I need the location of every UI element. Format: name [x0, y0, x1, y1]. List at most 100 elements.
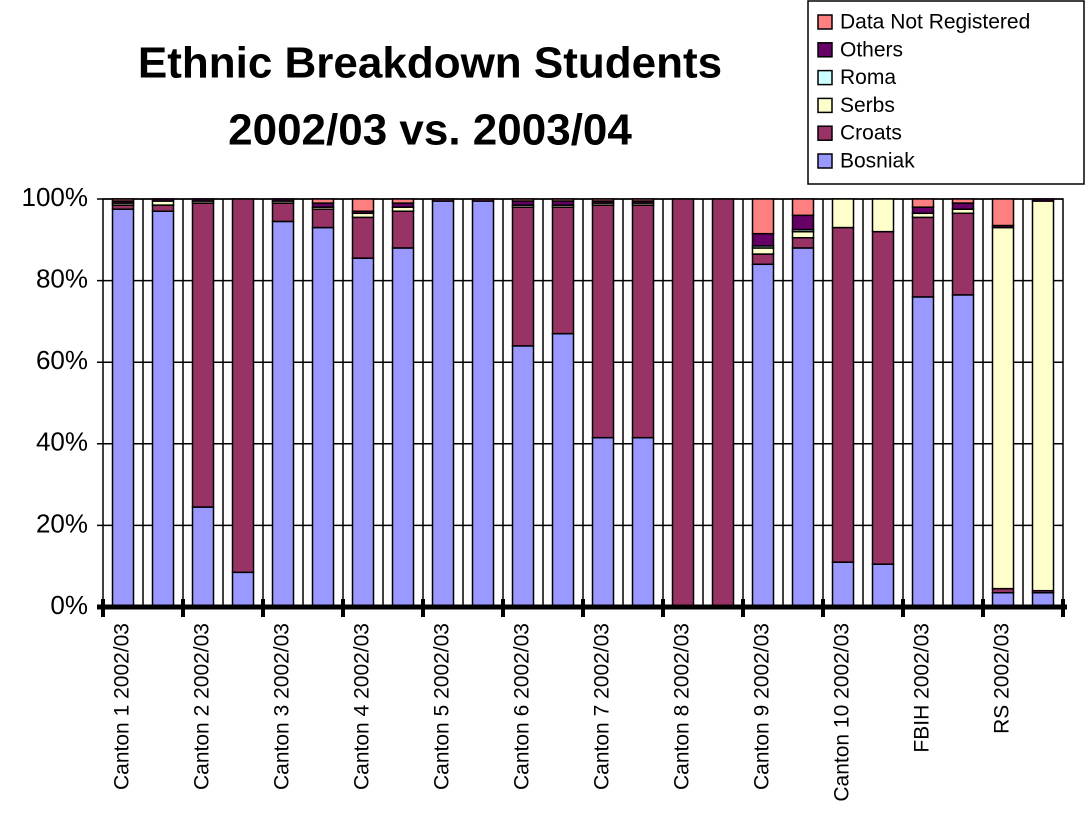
bar-segment	[991, 226, 1015, 590]
bar-segment	[911, 206, 935, 215]
bar-segment	[311, 226, 335, 608]
bar-segment	[391, 247, 415, 608]
legend-swatch	[817, 97, 833, 114]
legend-label: Bosniak	[840, 150, 915, 173]
bar-segment	[391, 198, 415, 204]
bar-segment	[271, 198, 295, 202]
x-tick-label: Canton 9 2002/03	[751, 623, 774, 790]
bar-segment	[351, 257, 375, 608]
bar-segment	[751, 253, 775, 266]
legend-swatch	[817, 14, 833, 30]
bar-segment	[591, 436, 615, 608]
bar-segment	[751, 247, 775, 255]
bar-segment	[311, 198, 335, 204]
bar-segment	[591, 204, 615, 439]
bar-segment	[791, 247, 815, 608]
bar-segment	[471, 198, 495, 202]
x-tick-label: Canton 3 2002/03	[271, 623, 294, 790]
bar-segment	[951, 198, 975, 204]
bar-segment	[511, 206, 535, 347]
legend-label: Data Not Registered	[840, 11, 1030, 34]
bar-segment	[511, 345, 535, 608]
bar-segment	[751, 198, 775, 235]
bar-segment	[551, 332, 575, 608]
bar-segment	[431, 200, 455, 608]
y-tick-label: 100%	[22, 182, 89, 212]
x-tick-label: Canton 7 2002/03	[591, 623, 614, 790]
bar-segment	[191, 506, 215, 608]
y-tick-label: 20%	[36, 508, 88, 538]
bar-segment	[791, 237, 815, 249]
bar-segment	[551, 206, 575, 335]
bar-segment	[791, 230, 815, 239]
bar-segment	[271, 220, 295, 608]
legend-label: Croats	[840, 122, 902, 145]
legend-swatch	[817, 69, 833, 86]
bar-segment	[831, 198, 855, 229]
legend-label: Roma	[840, 66, 896, 89]
legend-box	[807, 0, 1085, 185]
bar-segment	[231, 198, 255, 574]
bar-segment	[511, 198, 535, 202]
x-tick-label: Canton 5 2002/03	[431, 623, 454, 790]
bar-segment	[951, 294, 975, 608]
bar-segment	[831, 226, 855, 563]
y-tick-label: 60%	[36, 345, 88, 375]
bar-segment	[951, 212, 975, 296]
bar-segment	[351, 216, 375, 259]
bar-segment	[871, 198, 895, 233]
bar-segment	[951, 202, 975, 210]
bar-segment	[911, 296, 935, 608]
bar-segment	[791, 214, 815, 231]
bar-segment	[271, 202, 295, 223]
bar-segment	[911, 198, 935, 208]
y-tick-label: 40%	[36, 427, 88, 457]
bar-segment	[991, 198, 1015, 227]
bar-segment	[711, 198, 735, 608]
bar-segment	[871, 563, 895, 608]
bar-segment	[671, 198, 695, 608]
bar-segment	[111, 208, 135, 608]
x-tick-label: Canton 4 2002/03	[351, 623, 374, 790]
bar-segment	[471, 200, 495, 608]
x-tick-label: Canton 10 2002/03	[831, 623, 854, 802]
x-tick-label: RS 2002/03	[991, 623, 1014, 734]
bar-segment	[391, 210, 415, 249]
x-tick-label: Canton 8 2002/03	[671, 623, 694, 790]
legend-swatch	[817, 153, 833, 169]
bar-segment	[1031, 200, 1055, 592]
x-tick-label: Canton 1 2002/03	[111, 623, 134, 790]
legend-label: Serbs	[840, 94, 895, 117]
bar-segment	[551, 198, 575, 202]
x-tick-label: FBIH 2002/03	[911, 623, 934, 753]
bar-segment	[751, 263, 775, 608]
legend-swatch	[817, 42, 833, 58]
bar-segment	[351, 198, 375, 212]
bar-segment	[911, 216, 935, 298]
legend-swatch	[817, 125, 833, 141]
x-tick-label: Canton 6 2002/03	[511, 623, 534, 790]
bar-segment	[191, 202, 215, 508]
bar-segment	[111, 198, 135, 202]
bar-segment	[631, 198, 655, 202]
bar-segment	[431, 198, 455, 202]
chart-title: Ethnic Breakdown Students	[138, 39, 722, 88]
bar-segment	[591, 198, 615, 202]
bar-segment	[631, 204, 655, 439]
x-tick-label: Canton 2 2002/03	[191, 623, 214, 790]
chart-title: 2002/03 vs. 2003/04	[228, 106, 632, 155]
bar-segment	[631, 436, 655, 608]
bar-segment	[151, 210, 175, 608]
bar-segment	[231, 571, 255, 608]
bar-segment	[751, 232, 775, 247]
bar-segment	[151, 198, 175, 202]
y-tick-label: 80%	[36, 263, 88, 293]
bar-segment	[871, 230, 895, 565]
bar-segment	[191, 198, 215, 202]
legend-label: Others	[840, 38, 903, 61]
bar-segment	[791, 198, 815, 217]
bar-segment	[151, 204, 175, 212]
bar-segment	[831, 561, 855, 608]
y-tick-label: 0%	[50, 590, 88, 620]
